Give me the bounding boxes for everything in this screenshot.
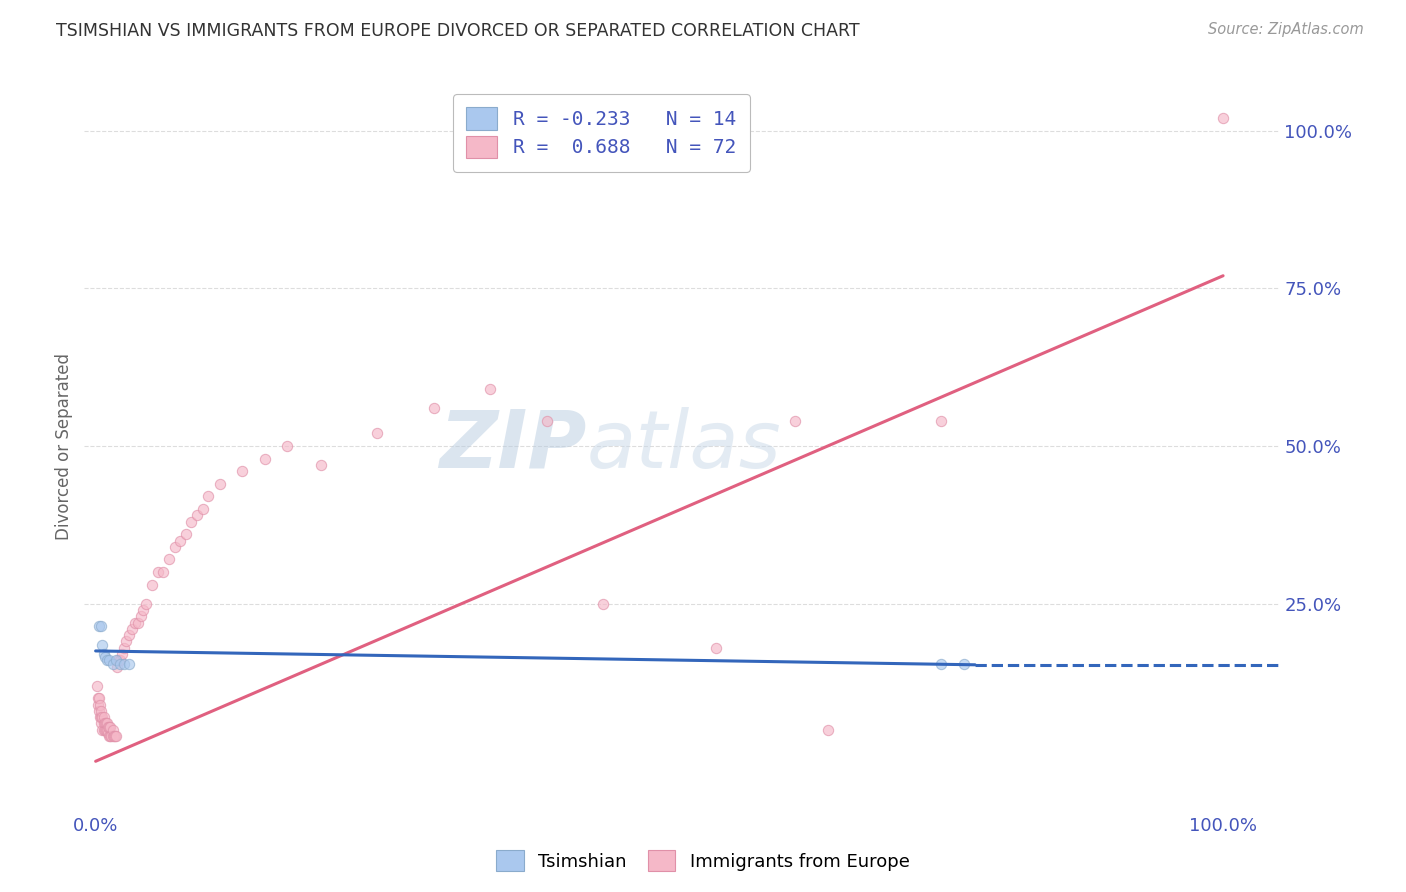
Point [197,490,219,504]
Point [91,710,114,724]
Point [366,426,388,441]
Point [90,710,112,724]
Point [87,691,110,706]
Point [929,657,952,671]
Point [929,414,952,428]
Point [423,401,446,416]
Point [101,723,124,737]
Point [86,679,108,693]
Point [101,729,124,743]
Point [87,618,110,632]
Y-axis label: Divorced or Separated: Divorced or Separated [55,352,73,540]
Point [107,653,129,667]
Point [124,615,146,630]
Point [115,634,138,648]
Point [163,540,186,554]
Point [112,640,135,655]
Point [180,515,202,529]
Point [135,597,157,611]
Point [93,647,115,661]
Point [96,723,118,737]
Point [87,704,110,718]
Point [127,615,149,630]
Point [186,508,208,523]
Point [93,650,115,665]
Point [90,704,112,718]
Point [94,716,117,731]
Point [253,451,276,466]
Point [96,653,118,667]
Point [104,653,127,667]
Point [98,720,121,734]
Point [93,723,115,737]
Point [110,647,132,661]
Point [479,382,502,396]
Text: ZIP: ZIP [439,407,586,485]
Text: Source: ZipAtlas.com: Source: ZipAtlas.com [1208,22,1364,37]
Point [208,476,231,491]
Point [87,691,110,706]
Point [118,628,141,642]
Point [91,723,114,737]
Point [704,640,727,655]
Point [118,657,141,671]
Point [952,657,974,671]
Point [93,710,115,724]
Point [132,603,155,617]
Point [536,414,558,428]
Point [169,533,191,548]
Point [783,414,806,428]
Point [98,720,121,734]
Point [174,527,197,541]
Point [91,638,114,652]
Legend: R = -0.233   N = 14, R =  0.688   N = 72: R = -0.233 N = 14, R = 0.688 N = 72 [453,94,749,171]
Point [231,464,253,478]
Point [104,729,127,743]
Point [89,698,111,712]
Point [157,552,180,566]
Point [105,659,128,673]
Point [101,657,124,671]
Point [97,720,120,734]
Point [98,653,121,667]
Point [87,698,110,712]
Point [141,578,163,592]
Point [93,716,115,731]
Point [309,458,332,472]
Point [90,618,112,632]
Point [817,723,839,737]
Point [191,502,214,516]
Point [98,729,121,743]
Point [152,565,174,579]
Legend: Tsimshian, Immigrants from Europe: Tsimshian, Immigrants from Europe [489,843,917,879]
Point [112,657,135,671]
Point [96,716,118,731]
Point [89,710,111,724]
Point [94,723,117,737]
Point [1212,111,1234,125]
Point [98,729,121,743]
Text: atlas: atlas [586,407,782,485]
Point [276,439,298,453]
Point [110,657,132,671]
Point [93,716,115,731]
Point [90,716,112,731]
Point [592,597,614,611]
Text: TSIMSHIAN VS IMMIGRANTS FROM EUROPE DIVORCED OR SEPARATED CORRELATION CHART: TSIMSHIAN VS IMMIGRANTS FROM EUROPE DIVO… [56,22,860,40]
Point [103,729,125,743]
Point [97,726,120,740]
Point [100,729,122,743]
Point [146,565,169,579]
Point [129,609,152,624]
Point [121,622,143,636]
Point [93,723,115,737]
Point [104,729,127,743]
Point [110,653,132,667]
